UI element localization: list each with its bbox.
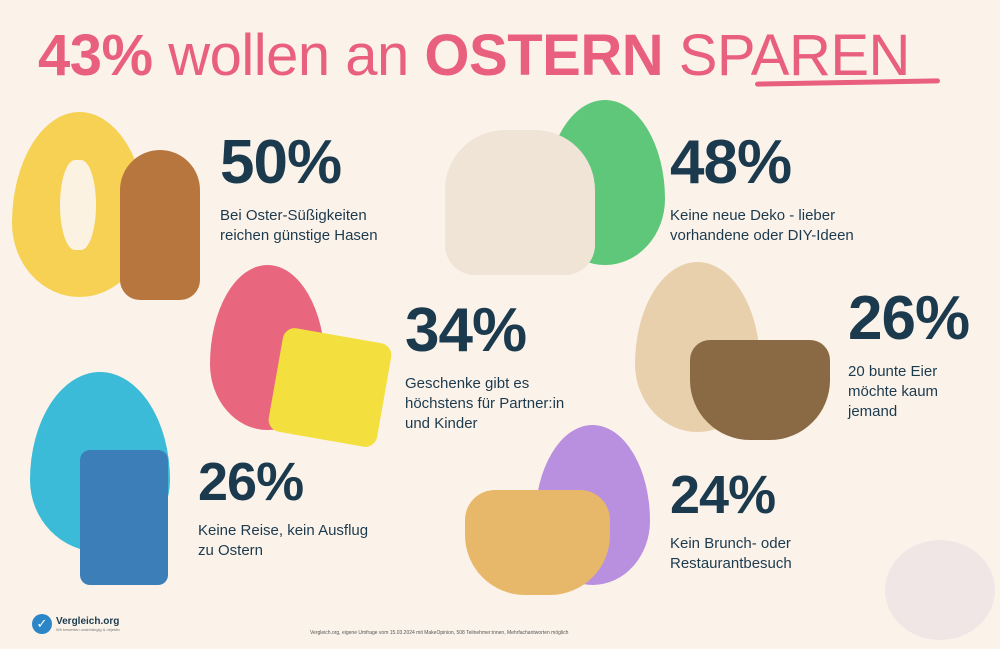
stat-gifts: 34% Geschenke gibt es höchstens für Partn…: [405, 300, 564, 434]
vergleich-logo: ✓ Vergleich.org Wir bewerten unabhängig &…: [32, 614, 120, 634]
logo-sub: Wir bewerten unabhängig & objektiv: [56, 627, 121, 632]
headline-ostern: OSTERN: [424, 23, 664, 88]
stat-percent: 48%: [670, 128, 792, 197]
source-note: Vergleich.org, eigene Umfrage vom 15.03.…: [310, 630, 569, 636]
stat-desc: Kein Brunch- oder: [670, 535, 791, 552]
stat-desc: Bei Oster-Süßigkeiten: [220, 207, 367, 224]
cake-image: [465, 490, 610, 595]
stat-brunch: 24% Kein Brunch- oder Restaurantbesuch: [670, 468, 792, 574]
stat-desc: höchstens für Partner:in: [405, 395, 565, 412]
plush-bunny-image: [445, 130, 595, 275]
stat-desc: vorhandene oder DIY-Ideen: [670, 227, 854, 244]
stat-eggs: 26% 20 bunte Eier möchte kaum jemand: [848, 284, 970, 422]
headline-percent: 43%: [38, 23, 153, 88]
stat-desc: möchte kaum: [848, 383, 939, 400]
stat-desc: Geschenke gibt es: [405, 375, 530, 392]
stat-sweets: 50% Bei Oster-Süßigkeiten reichen günstig…: [220, 132, 378, 246]
gift-image: [266, 326, 394, 449]
egg-nest-image: [690, 340, 830, 440]
headline-text: wollen an: [168, 23, 409, 88]
stat-percent: 50%: [220, 128, 342, 197]
stat-deko: 48% Keine neue Deko - lieber vorhandene o…: [670, 132, 854, 246]
stat-desc: und Kinder: [405, 415, 478, 432]
stat-desc: reichen günstige Hasen: [220, 227, 378, 244]
stat-travel: 26% Keine Reise, kein Ausflug zu Ostern: [198, 455, 368, 561]
stat-desc: Restaurantbesuch: [670, 555, 792, 572]
blossom-image: [885, 540, 995, 640]
logo-name: Vergleich.org: [56, 616, 120, 627]
stat-desc: Keine neue Deko - lieber: [670, 207, 836, 224]
suitcase-image: [80, 450, 168, 585]
stat-desc: zu Ostern: [198, 542, 264, 559]
headline-sparen: SPAREN: [678, 23, 911, 88]
stat-desc: jemand: [848, 403, 898, 420]
stat-percent: 34%: [405, 296, 527, 365]
headline: 43% wollen an OSTERN SPAREN: [38, 22, 910, 89]
stat-percent: 26%: [848, 284, 970, 353]
stat-desc: Keine Reise, kein Ausflug: [198, 522, 369, 539]
bunny-ear-icon: [60, 160, 96, 250]
chocolate-bunny-image: [120, 150, 200, 300]
stat-desc: 20 bunte Eier: [848, 363, 938, 380]
stat-percent: 26%: [198, 452, 304, 512]
checkmark-icon: ✓: [32, 614, 52, 634]
stat-percent: 24%: [670, 465, 776, 525]
